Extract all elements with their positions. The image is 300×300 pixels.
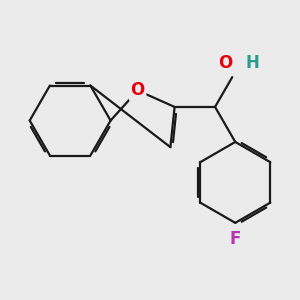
Text: H: H (245, 54, 259, 72)
Text: F: F (230, 230, 241, 248)
Text: O: O (218, 54, 232, 72)
Text: O: O (130, 82, 145, 100)
